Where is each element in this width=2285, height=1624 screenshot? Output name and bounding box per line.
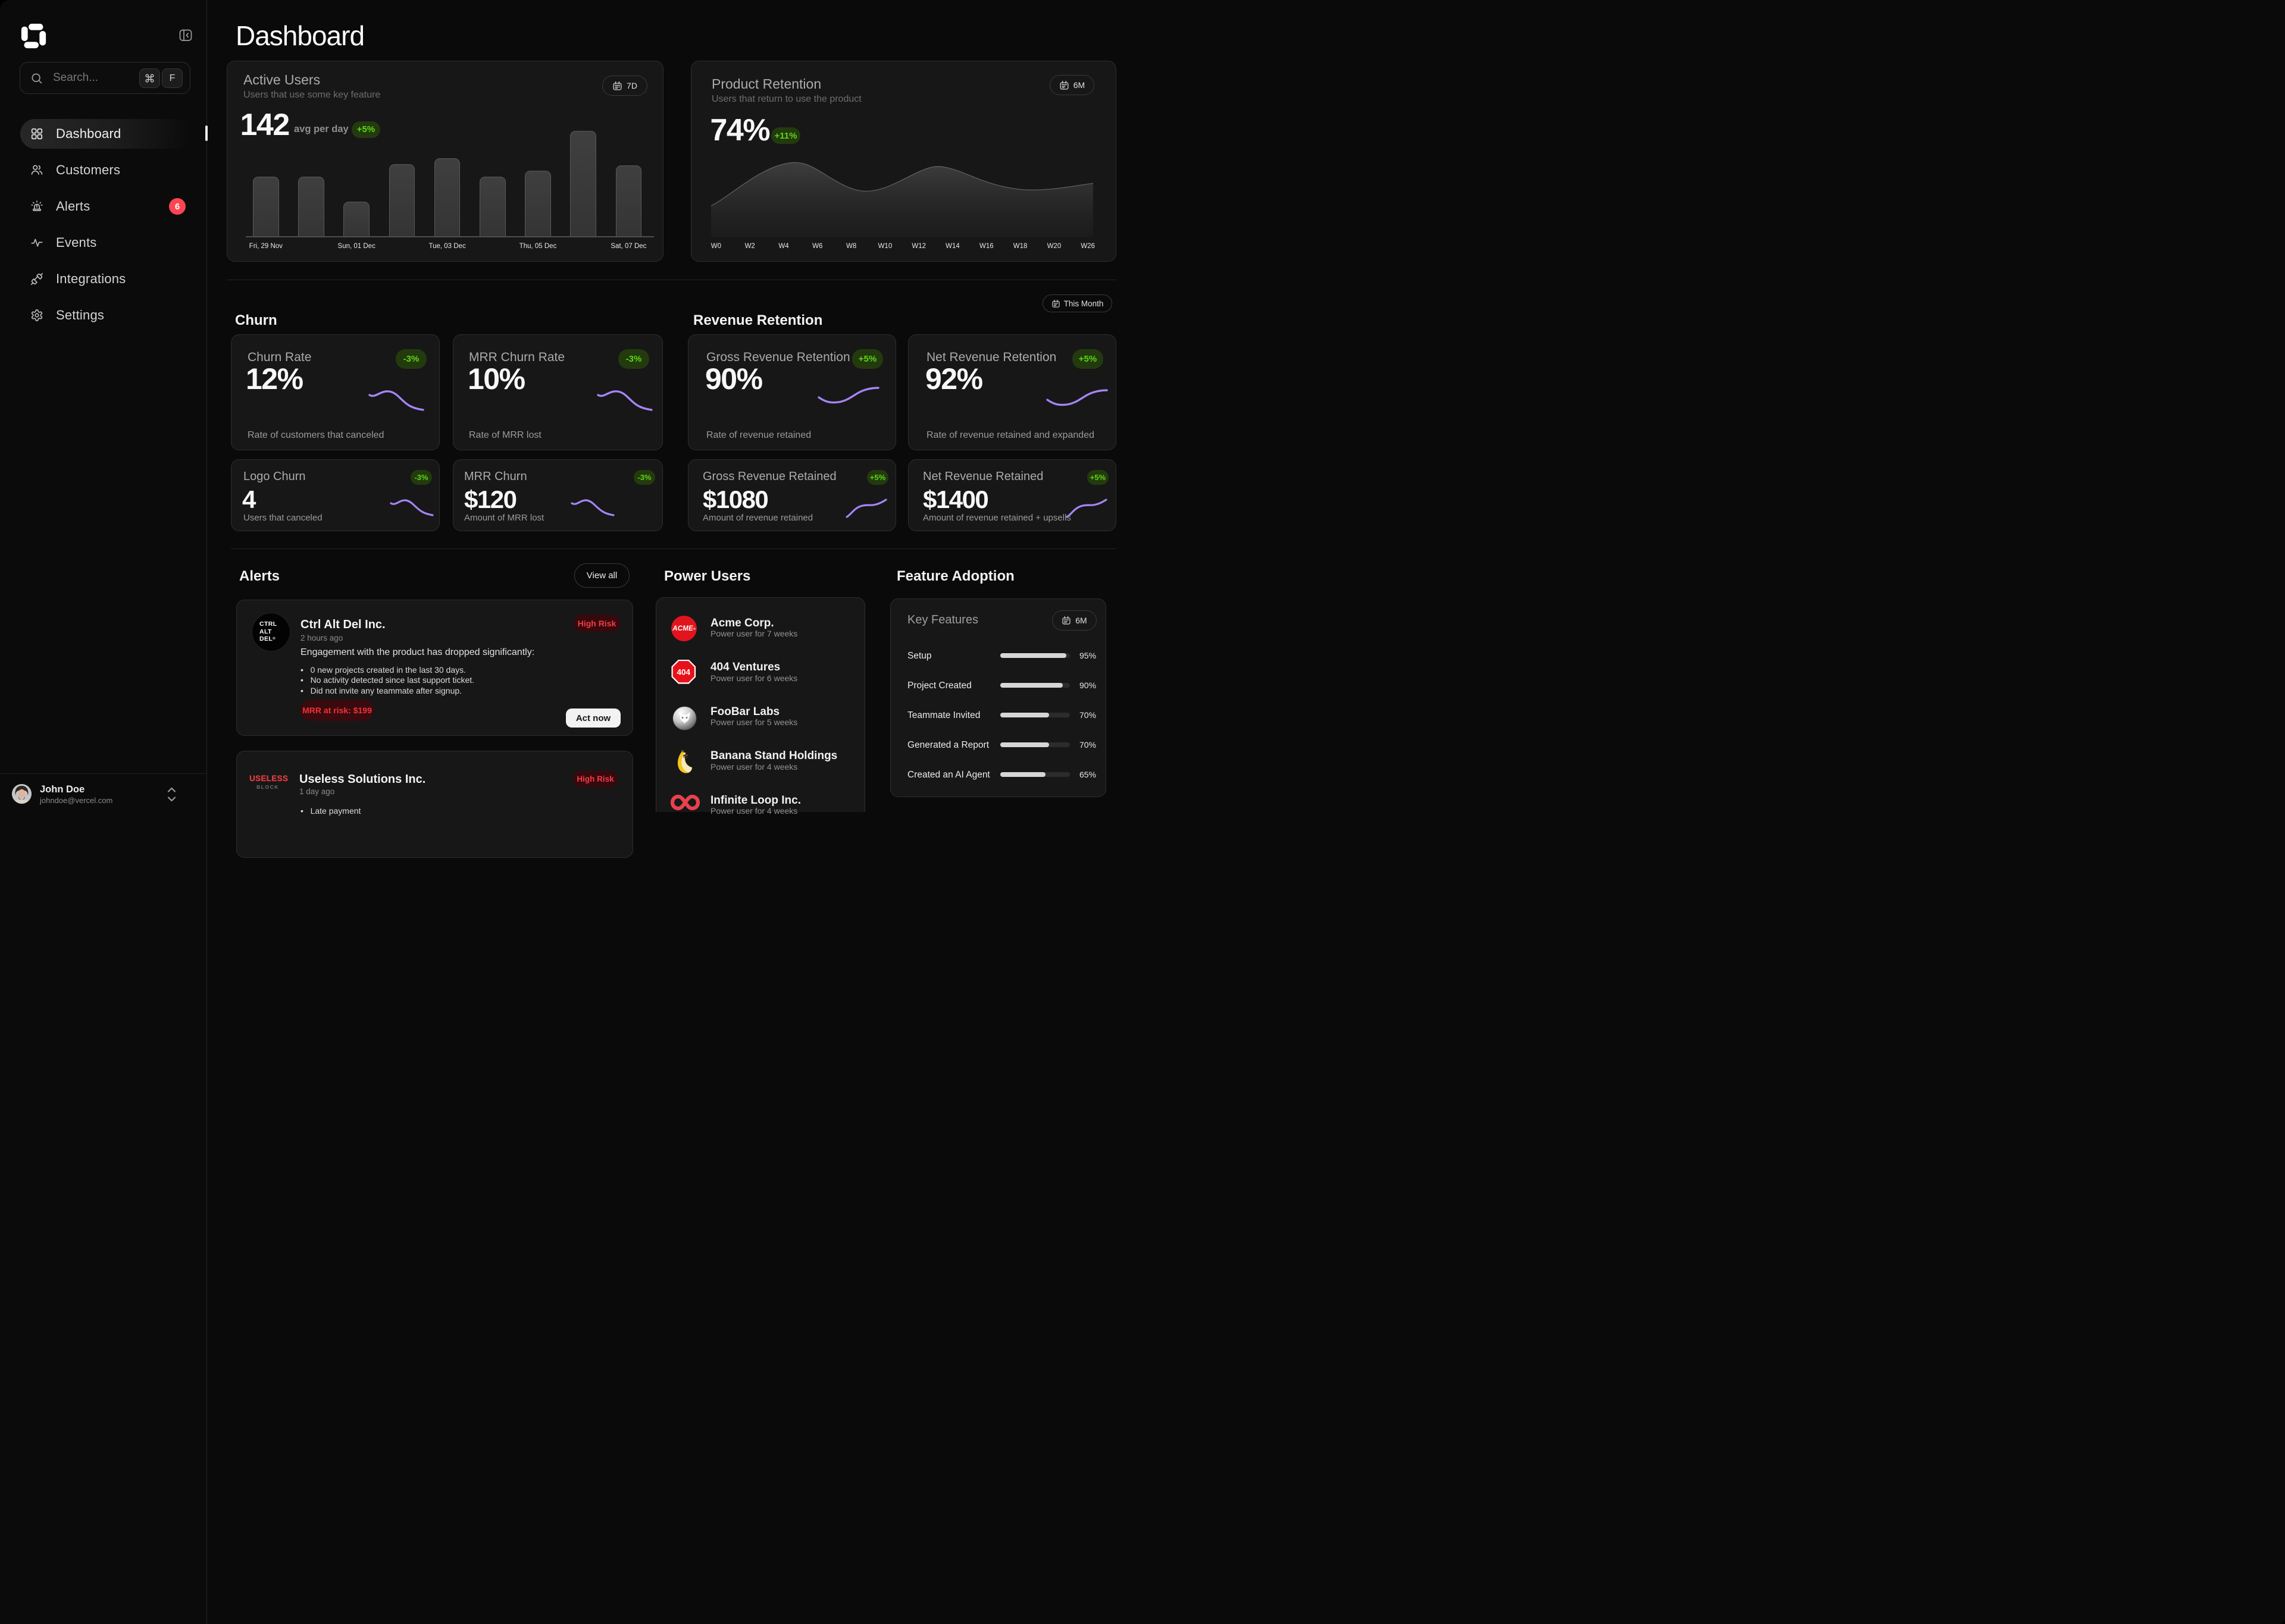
svg-text:404: 404 xyxy=(677,668,691,677)
